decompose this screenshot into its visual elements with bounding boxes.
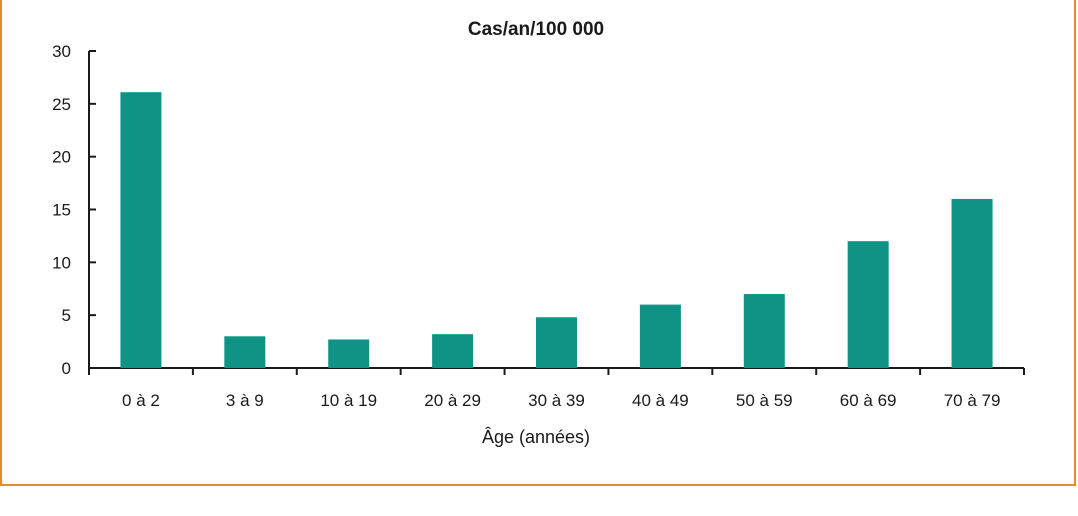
bar-5 <box>639 304 681 368</box>
x-tick-label: 30 à 39 <box>528 391 585 410</box>
x-tick-label: 60 à 69 <box>840 391 897 410</box>
y-tick-label: 10 <box>52 253 71 272</box>
bar-7 <box>847 241 889 368</box>
chart-title: Cas/an/100 000 <box>468 19 604 40</box>
x-tick-label: 0 à 2 <box>122 391 160 410</box>
bar-2 <box>328 339 370 368</box>
bar-3 <box>432 334 474 368</box>
bar-6 <box>743 294 785 368</box>
x-tick-label: 10 à 19 <box>320 391 377 410</box>
y-tick-label: 0 <box>62 359 71 378</box>
bars <box>120 92 993 369</box>
bar-1 <box>224 336 266 368</box>
y-tick-label: 30 <box>52 42 71 61</box>
y-tick-label: 25 <box>52 95 71 114</box>
x-tick-label: 70 à 79 <box>944 391 1001 410</box>
x-tick-label: 40 à 49 <box>632 391 689 410</box>
bar-0 <box>120 92 162 369</box>
x-tick-label: 20 à 29 <box>424 391 481 410</box>
bar-8 <box>951 198 993 368</box>
x-tick-label: 3 à 9 <box>226 391 264 410</box>
x-axis-label: Âge (années) <box>482 427 590 447</box>
chart-frame <box>0 0 1076 486</box>
x-axis: 0 à 2 3 à 9 10 à 19 20 à 29 30 à 39 40 à 49 50… <box>88 367 1025 410</box>
x-tick-label: 50 à 59 <box>736 391 793 410</box>
bar-4 <box>536 317 577 368</box>
y-axis: 0 5 10 15 20 25 30 <box>52 42 96 378</box>
y-tick-label: 5 <box>62 306 71 325</box>
y-tick-label: 20 <box>52 148 71 167</box>
y-tick-label: 15 <box>52 201 71 220</box>
